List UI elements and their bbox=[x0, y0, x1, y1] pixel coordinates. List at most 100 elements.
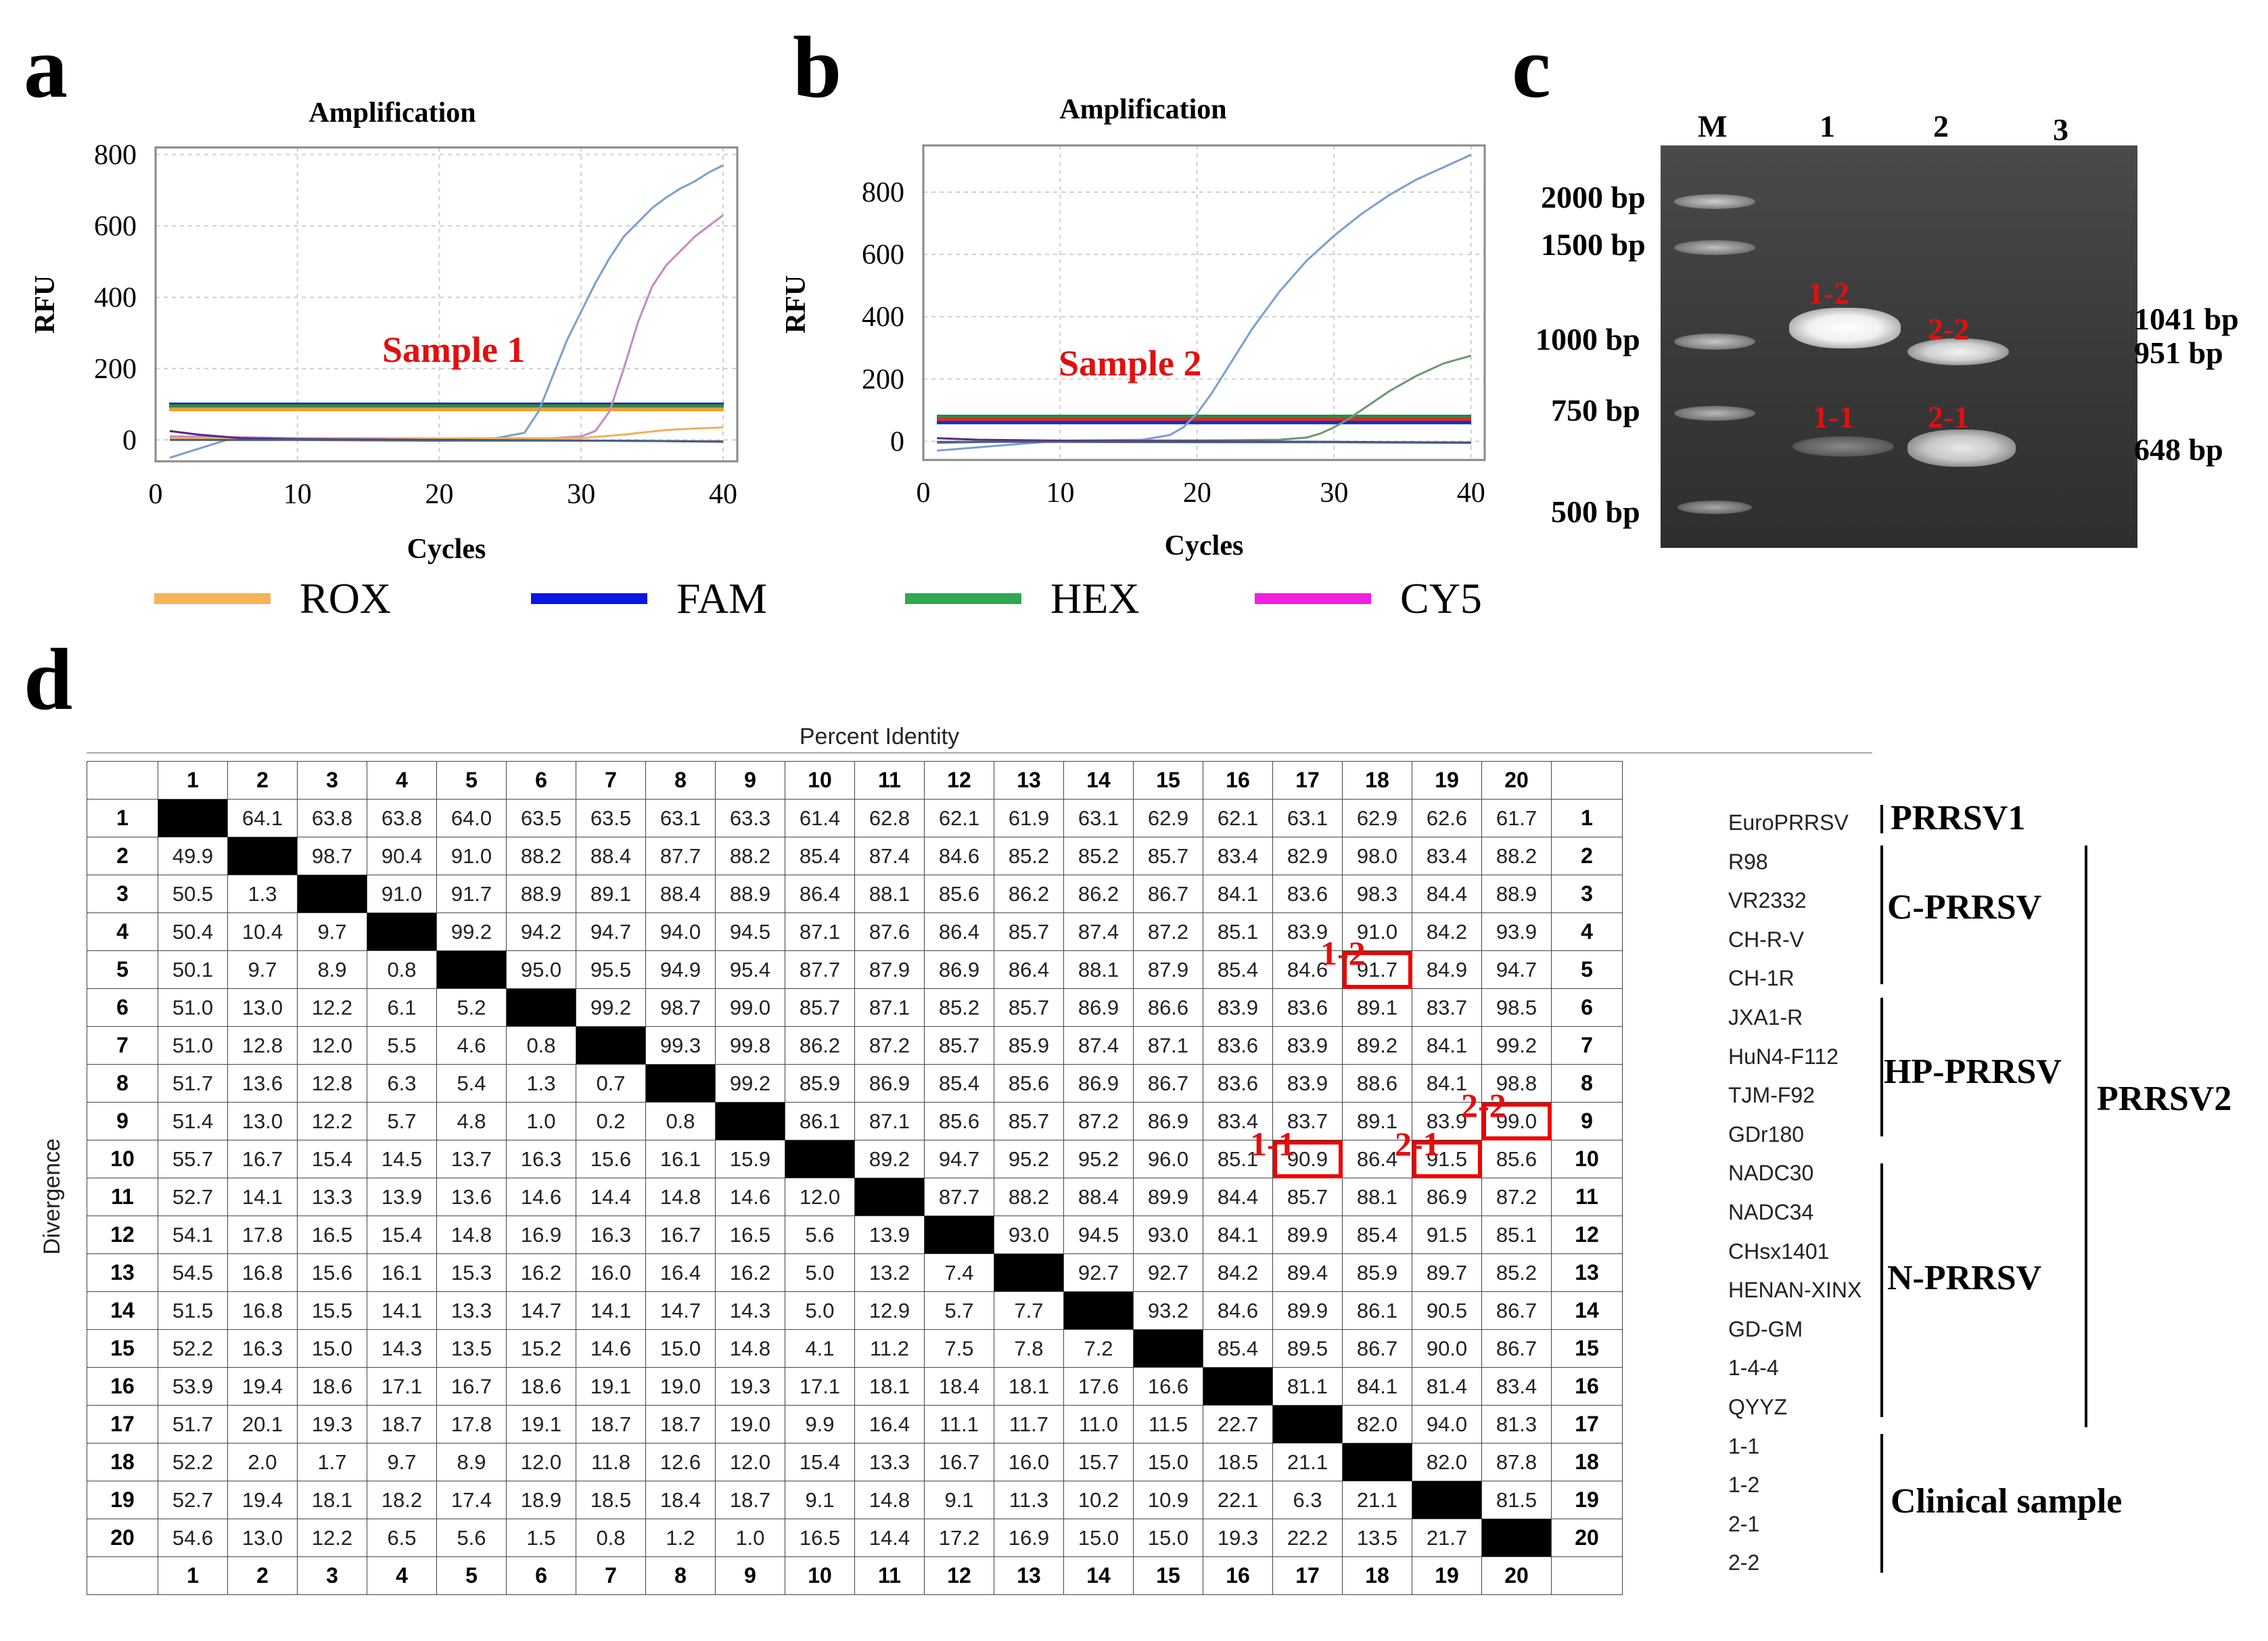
matrix-cell: 7.5 bbox=[924, 1329, 994, 1368]
y-tick-label: 400 bbox=[862, 302, 904, 333]
matrix-cell: 17.1 bbox=[785, 1367, 855, 1406]
matrix-cell: 83.4 bbox=[1412, 837, 1482, 875]
band-size-648: 648 bp bbox=[2134, 432, 2223, 467]
matrix-cell: 18.6 bbox=[506, 1367, 576, 1406]
matrix-cell: 86.2 bbox=[1063, 875, 1134, 913]
matrix-label-1-1: 1-1 bbox=[1250, 1125, 1295, 1163]
matrix-cell: 54.1 bbox=[158, 1216, 228, 1254]
matrix-cell: 86.1 bbox=[1342, 1291, 1412, 1330]
matrix-cell: 13.0 bbox=[227, 1102, 298, 1140]
amplification-chart-b: 0 10 20 30 400200400600800AmplificationCycle… bbox=[781, 94, 1486, 561]
row-header: 20 bbox=[87, 1519, 158, 1557]
matrix-row: 18 52.2 2.0 1.7 9.7 8.9 12.0 11.8 12.6 12.0 15.4 13… bbox=[87, 1443, 1623, 1481]
matrix-row: 13 54.5 16.8 15.6 16.1 15.3 16.2 16.0 16.4 16.2 5.… bbox=[87, 1253, 1623, 1292]
matrix-cell: 98.7 bbox=[645, 988, 716, 1027]
matrix-cell: 85.7 bbox=[785, 988, 855, 1027]
matrix-cell: 86.2 bbox=[785, 1026, 855, 1065]
matrix-cell: 85.2 bbox=[1481, 1253, 1552, 1292]
matrix-cell: 7.2 bbox=[1063, 1329, 1134, 1368]
row-tail: 4 bbox=[1551, 912, 1623, 951]
sample-annotation: Sample 2 bbox=[1059, 343, 1202, 384]
matrix-cell: 22.2 bbox=[1272, 1519, 1343, 1557]
matrix-cell: 18.7 bbox=[645, 1405, 716, 1443]
matrix-cell: 7.4 bbox=[924, 1253, 994, 1292]
matrix-cell: 14.7 bbox=[506, 1291, 576, 1330]
col-header: 10 bbox=[785, 1556, 855, 1595]
matrix-cell: 15.7 bbox=[1063, 1443, 1134, 1481]
matrix-cell: 84.2 bbox=[1412, 912, 1482, 951]
diagonal-cell bbox=[1481, 1519, 1552, 1557]
row-header: 12 bbox=[87, 1216, 158, 1254]
matrix-cell: 81.4 bbox=[1412, 1367, 1482, 1406]
amplification-chart-a: 0 10 20 30 400200400600800AmplificationCycle… bbox=[30, 97, 739, 565]
matrix-cell: 5.7 bbox=[924, 1291, 994, 1330]
col-header: 14 bbox=[1063, 1556, 1134, 1595]
matrix-cell: 98.5 bbox=[1481, 988, 1552, 1027]
matrix-cell: 85.7 bbox=[994, 912, 1064, 951]
col-header: 20 bbox=[1481, 1556, 1552, 1595]
matrix-cell: 11.3 bbox=[994, 1481, 1064, 1519]
matrix-cell: 19.3 bbox=[715, 1367, 785, 1406]
matrix-cell: 85.4 bbox=[1203, 950, 1273, 989]
matrix-cell: 9.7 bbox=[367, 1443, 437, 1481]
matrix-cell: 55.7 bbox=[158, 1140, 228, 1178]
col-header: 1 bbox=[158, 761, 228, 800]
col-header: 2 bbox=[227, 761, 298, 800]
col-header: 6 bbox=[506, 1556, 576, 1595]
legend-label-cy5: CY5 bbox=[1400, 574, 1482, 622]
matrix-cell: 18.4 bbox=[924, 1367, 994, 1406]
matrix-cell: 1.7 bbox=[297, 1443, 367, 1481]
strain-name: HuN4-F112 bbox=[1728, 1044, 1839, 1069]
matrix-row: 19 52.7 19.4 18.1 18.2 17.4 18.9 18.5 18.4 18.7 9.… bbox=[87, 1481, 1623, 1519]
matrix-cell: 85.7 bbox=[924, 1026, 994, 1065]
matrix-cell: 18.7 bbox=[576, 1405, 646, 1443]
col-header: 18 bbox=[1342, 761, 1412, 800]
legend-swatch-hex bbox=[905, 593, 1021, 604]
row-tail: 10 bbox=[1551, 1140, 1623, 1178]
matrix-cell: 95.2 bbox=[1063, 1140, 1134, 1178]
matrix-row: 5 50.1 9.7 8.9 0.8 95.0 95.5 94.9 95.4 87.7 87.9 86… bbox=[87, 950, 1623, 989]
matrix-cell: 18.6 bbox=[297, 1367, 367, 1406]
matrix-cell: 83.9 bbox=[1272, 912, 1343, 951]
matrix-cell: 16.9 bbox=[994, 1519, 1064, 1557]
marker-band-1000 bbox=[1674, 333, 1755, 350]
matrix-cell: 88.1 bbox=[854, 875, 925, 913]
matrix-cell: 14.8 bbox=[715, 1329, 785, 1368]
matrix-cell: 12.2 bbox=[297, 988, 367, 1027]
matrix-cell: 12.8 bbox=[297, 1064, 367, 1103]
diagonal-cell bbox=[785, 1140, 855, 1178]
matrix-cell: 86.2 bbox=[994, 875, 1064, 913]
y-tick-label: 200 bbox=[94, 354, 137, 385]
bracket-prrsv1 bbox=[1880, 805, 1883, 833]
matrix-cell: 91.7 bbox=[436, 875, 507, 913]
matrix-cell: 21.1 bbox=[1342, 1481, 1412, 1519]
matrix-cell: 89.9 bbox=[1272, 1291, 1343, 1330]
matrix-cell: 16.7 bbox=[645, 1216, 716, 1254]
matrix-cell: 99.2 bbox=[1481, 1026, 1552, 1065]
diagonal-cell bbox=[1063, 1291, 1134, 1330]
matrix-cell: 9.7 bbox=[227, 950, 298, 989]
matrix-cell: 63.1 bbox=[1063, 799, 1134, 837]
matrix-row: 2 49.9 98.7 90.4 91.0 88.2 88.4 87.7 88.2 85.4 87.… bbox=[87, 837, 1623, 875]
x-tick-label: 20 bbox=[1183, 478, 1211, 509]
x-tick-label: 40 bbox=[709, 479, 737, 510]
matrix-cell: 16.4 bbox=[854, 1405, 925, 1443]
matrix-cell: 16.9 bbox=[506, 1216, 576, 1254]
matrix-cell: 11.0 bbox=[1063, 1405, 1134, 1443]
matrix-cell: 84.6 bbox=[1203, 1291, 1273, 1330]
matrix-cell: 50.5 bbox=[158, 875, 228, 913]
matrix-divergence-label: Divergence bbox=[39, 1138, 65, 1255]
row-tail: 19 bbox=[1551, 1481, 1623, 1519]
marker-band-1500 bbox=[1674, 240, 1755, 255]
strain-name: 2-1 bbox=[1728, 1511, 1760, 1536]
row-header: 7 bbox=[87, 1026, 158, 1065]
diagonal-cell bbox=[1342, 1443, 1412, 1481]
matrix-cell: 16.8 bbox=[227, 1291, 298, 1330]
matrix-cell: 85.1 bbox=[1481, 1216, 1552, 1254]
matrix-cell: 88.9 bbox=[715, 875, 785, 913]
matrix-cell: 15.0 bbox=[1133, 1519, 1203, 1557]
matrix-cell: 4.1 bbox=[785, 1329, 855, 1368]
y-tick-label: 0 bbox=[122, 425, 137, 456]
matrix-cell: 85.9 bbox=[785, 1064, 855, 1103]
matrix-cell: 19.1 bbox=[506, 1405, 576, 1443]
